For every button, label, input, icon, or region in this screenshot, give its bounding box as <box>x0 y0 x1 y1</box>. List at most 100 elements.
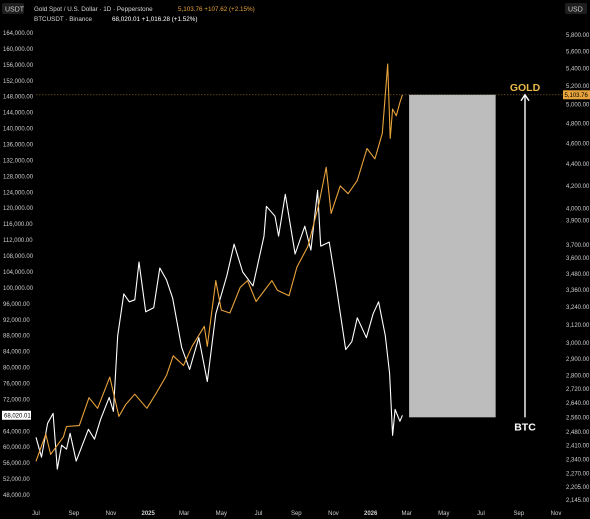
left-axis-tick-label: 96,000.00 <box>3 302 30 308</box>
right-axis-tick-label: 4,800.00 <box>566 121 590 127</box>
x-axis-tick-label: Nov <box>328 511 339 517</box>
legend-gold-values: 5,103.76 +107.62 (+2.15%) <box>178 6 255 13</box>
right-unit-label: USD <box>568 7 583 14</box>
x-axis-tick-label: Sep <box>291 511 302 517</box>
left-axis-tick-label: 120,000.00 <box>3 206 34 212</box>
left-price-axis[interactable]: 48,000.00 52,000.00 56,000.00 60,000.00 64,0… <box>3 31 34 499</box>
left-axis-tick-label: 152,000.00 <box>3 79 34 85</box>
x-axis-tick-label: Nov <box>106 511 117 517</box>
right-axis-tick-label: 3,700.00 <box>566 243 590 249</box>
x-axis-tick-label: 2026 <box>364 511 378 517</box>
gold-price-tag-text: 5,103.76 <box>565 93 589 99</box>
right-axis-tick-label: 2,270.00 <box>566 472 590 478</box>
right-price-axis[interactable]: 2,145.00 2,205.00 2,270.00 2,340.00 2,410.00… <box>566 33 590 504</box>
gold-price-tag-bg <box>563 90 590 100</box>
x-axis-tick-label: Jul <box>477 511 485 517</box>
right-axis-tick-label: 5,800.00 <box>566 33 590 39</box>
right-axis-tick-label: 3,000.00 <box>566 341 590 347</box>
x-axis-tick-label: Nov <box>551 511 562 517</box>
right-axis-tick-label: 5,200.00 <box>566 84 590 90</box>
legend-gold-symbol[interactable]: Gold Spot / U.S. Dollar · 1D · Peppersto… <box>34 6 153 13</box>
left-axis-tick-label: 56,000.00 <box>3 461 30 467</box>
left-axis-tick-label: 64,000.00 <box>3 429 30 435</box>
right-axis-tick-label: 2,340.00 <box>566 457 590 463</box>
left-unit-label: USDT <box>5 7 25 14</box>
left-axis-tick-label: 108,000.00 <box>3 254 34 260</box>
left-axis-tick-label: 72,000.00 <box>3 397 30 403</box>
right-axis-tick-label: 3,480.00 <box>566 272 590 278</box>
right-axis-tick-label: 2,560.00 <box>566 415 590 421</box>
right-axis-tick-label: 5,600.00 <box>566 49 590 55</box>
left-axis-tick-label: 140,000.00 <box>3 127 34 133</box>
left-axis-tick-label: 116,000.00 <box>3 222 33 228</box>
right-axis-tick-label: 5,000.00 <box>566 102 590 108</box>
left-axis-tick-label: 88,000.00 <box>3 334 30 340</box>
left-axis-tick-label: 136,000.00 <box>3 143 34 149</box>
left-axis-tick-label: 76,000.00 <box>3 381 30 387</box>
right-axis-tick-label: 4,400.00 <box>566 162 590 168</box>
right-axis-tick-label: 5,400.00 <box>566 66 590 72</box>
gold-price-tag: 5,103.76 <box>563 90 590 100</box>
btc-price-tag: 68,020.01 <box>2 410 31 420</box>
projection-box <box>409 94 496 418</box>
gold-series-line <box>35 63 403 462</box>
arrow-head-icon <box>520 93 530 102</box>
left-axis-tick-label: 144,000.00 <box>3 111 34 117</box>
x-axis-tick-label: May <box>438 511 449 517</box>
left-axis-tick-label: 112,000.00 <box>3 238 33 244</box>
btc-price-tag-text: 68,020.01 <box>4 413 31 419</box>
right-axis-tick-label: 3,120.00 <box>566 323 590 329</box>
right-axis-tick-label: 4,600.00 <box>566 141 590 147</box>
left-axis-tick-label: 100,000.00 <box>3 286 34 292</box>
btc-price-tag-bg <box>2 410 31 420</box>
projection-arrow <box>520 93 530 418</box>
left-axis-tick-label: 124,000.00 <box>3 190 34 196</box>
chart-header: USDT USD Gold Spot / U.S. Dollar · 1D · … <box>2 3 587 23</box>
left-unit-badge <box>2 3 24 14</box>
right-axis-tick-label: 2,900.00 <box>566 357 590 363</box>
right-axis-tick-label: 2,145.00 <box>566 498 590 504</box>
left-axis-tick-label: 132,000.00 <box>3 158 34 164</box>
left-axis-tick-label: 84,000.00 <box>3 350 30 356</box>
right-axis-tick-label: 4,200.00 <box>566 184 590 190</box>
left-axis-tick-label: 104,000.00 <box>3 270 34 276</box>
right-axis-tick-label: 2,480.00 <box>566 430 590 436</box>
x-axis-tick-label: Jul <box>255 511 263 517</box>
time-axis[interactable]: Jul Sep Nov 2025 Mar May Jul Sep Nov 2026 Mar May Ju… <box>32 511 561 517</box>
right-axis-tick-label: 2,800.00 <box>566 373 590 379</box>
x-axis-tick-label: May <box>216 511 227 517</box>
right-axis-tick-label: 2,410.00 <box>566 444 590 450</box>
left-axis-tick-label: 48,000.00 <box>3 493 30 499</box>
left-axis-tick-label: 148,000.00 <box>3 95 34 101</box>
right-axis-tick-label: 2,640.00 <box>566 401 590 407</box>
right-axis-tick-label: 3,360.00 <box>566 288 590 294</box>
left-axis-tick-label: 52,000.00 <box>3 477 30 483</box>
left-axis-tick-label: 92,000.00 <box>3 318 30 324</box>
btc-annotation-label: BTC <box>514 421 536 433</box>
left-axis-tick-label: 156,000.00 <box>3 63 34 69</box>
legend-btc-values: 68,020.01 +1,016.28 (+1.52%) <box>112 16 197 23</box>
right-axis-tick-label: 4,000.00 <box>566 207 590 213</box>
x-axis-tick-label: Sep <box>513 511 524 517</box>
right-axis-tick-label: 2,720.00 <box>566 387 590 393</box>
x-axis-tick-label: 2025 <box>141 511 155 517</box>
gold-annotation-label: GOLD <box>510 82 541 94</box>
left-axis-tick-label: 164,000.00 <box>3 31 34 37</box>
x-axis-tick-label: Mar <box>179 511 189 517</box>
right-axis-tick-label: 3,240.00 <box>566 305 590 311</box>
x-axis-tick-label: Sep <box>68 511 79 517</box>
left-axis-tick-label: 60,000.00 <box>3 445 30 451</box>
right-axis-tick-label: 3,600.00 <box>566 256 590 262</box>
right-unit-badge <box>565 3 587 14</box>
btc-series-line <box>35 189 403 470</box>
left-axis-tick-label: 160,000.00 <box>3 47 34 53</box>
x-axis-tick-label: Jul <box>32 511 40 517</box>
right-axis-tick-label: 2,205.00 <box>566 485 590 491</box>
x-axis-tick-label: Mar <box>401 511 411 517</box>
legend-btc-symbol[interactable]: BTCUSDT · Binance <box>34 16 92 23</box>
left-axis-tick-label: 80,000.00 <box>3 366 30 372</box>
right-axis-tick-label: 3,900.00 <box>566 219 590 225</box>
left-axis-tick-label: 128,000.00 <box>3 174 34 180</box>
